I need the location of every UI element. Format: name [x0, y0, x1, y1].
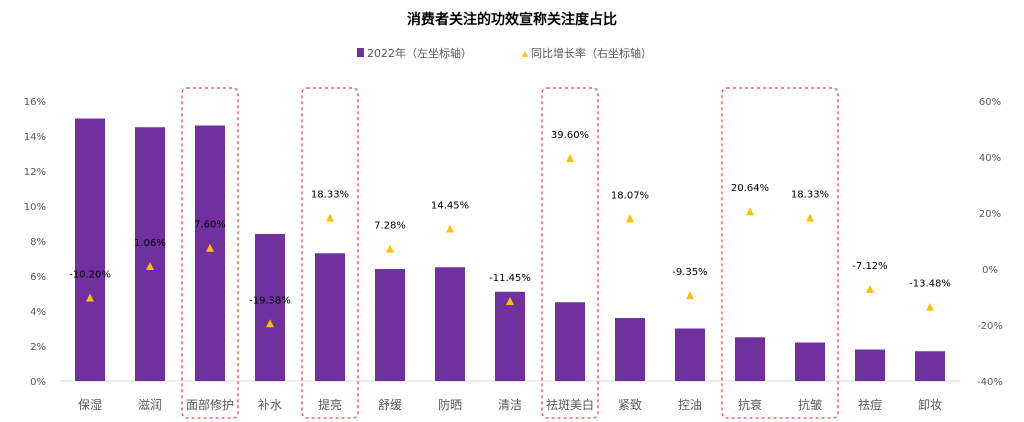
growth-marker-面部修护	[206, 243, 214, 252]
growth-marker-祛斑美白	[566, 154, 574, 163]
left-axis-tick-label: 12%	[24, 167, 46, 178]
x-axis-tick-label: 抗衰	[738, 397, 762, 412]
x-axis-tick-label: 清洁	[498, 398, 522, 412]
growth-data-label: 18.33%	[791, 190, 829, 201]
right-axis-tick-label: -20%	[977, 321, 1003, 332]
bar-滋润	[135, 127, 165, 381]
bar-卸妆	[915, 351, 945, 381]
x-axis-tick-label: 抗皱	[798, 397, 822, 412]
growth-marker-紧致	[626, 214, 634, 223]
growth-data-label: 39.60%	[551, 130, 589, 141]
right-axis-tick-label: 60%	[979, 97, 1001, 108]
bar-清洁	[495, 291, 525, 381]
bar-防晒	[435, 267, 465, 381]
x-axis-tick-label: 舒缓	[378, 398, 402, 412]
growth-data-label: -13.48%	[909, 279, 951, 290]
x-axis-tick-label: 面部修护	[186, 397, 234, 412]
chart-title: 消费者关注的功效宣称关注度占比	[407, 11, 617, 28]
x-axis-tick-label: 卸妆	[918, 397, 942, 412]
growth-data-label: -11.45%	[489, 273, 531, 284]
growth-marker-提亮	[326, 213, 334, 222]
growth-marker-抗衰	[746, 207, 754, 216]
left-axis-tick-label: 10%	[24, 202, 46, 213]
legend-bar-marker	[357, 48, 364, 57]
left-axis-tick-label: 14%	[24, 132, 46, 143]
x-axis-tick-label: 提亮	[318, 397, 342, 412]
highlight-box	[301, 87, 359, 419]
left-axis-tick-label: 8%	[30, 237, 46, 248]
x-axis-tick-label: 祛斑美白	[546, 397, 594, 412]
highlight-box	[721, 87, 839, 419]
growth-data-label: 1.06%	[134, 238, 166, 249]
bar-面部修护	[195, 125, 225, 381]
growth-data-label: 20.64%	[731, 183, 769, 194]
left-axis-tick-label: 4%	[30, 307, 46, 318]
growth-data-label: 18.07%	[611, 190, 649, 201]
right-axis-tick-label: 40%	[979, 153, 1001, 164]
x-axis-tick-label: 控油	[678, 398, 702, 412]
growth-data-label: -19.38%	[249, 295, 291, 306]
bar-舒缓	[375, 269, 405, 381]
bar-补水	[255, 234, 285, 381]
legend-bar-label: 2022年（左坐标轴）	[367, 46, 472, 60]
x-axis-tick-label: 紧致	[618, 398, 642, 412]
growth-data-label: -10.20%	[69, 270, 111, 281]
bar-紧致	[615, 318, 645, 381]
x-axis-tick-label: 补水	[258, 398, 282, 412]
bar-提亮	[315, 253, 345, 381]
growth-data-label: 7.60%	[194, 220, 226, 231]
growth-marker-补水	[266, 319, 274, 328]
growth-marker-舒缓	[386, 244, 394, 253]
right-axis-tick-label: -40%	[977, 377, 1003, 388]
growth-marker-清洁	[506, 297, 514, 306]
highlight-box	[181, 87, 239, 419]
bar-抗皱	[795, 342, 825, 381]
legend-growth-marker	[522, 51, 528, 57]
right-axis-tick-label: 0%	[982, 265, 998, 276]
growth-data-label: -9.35%	[672, 267, 707, 278]
left-axis-tick-label: 16%	[24, 97, 46, 108]
left-axis-tick-label: 6%	[30, 272, 46, 283]
growth-marker-防晒	[446, 224, 454, 233]
growth-marker-控油	[686, 291, 694, 300]
growth-marker-卸妆	[926, 302, 934, 311]
growth-data-label: 14.45%	[431, 201, 469, 212]
highlight-box	[541, 87, 599, 419]
growth-marker-抗皱	[806, 213, 814, 222]
right-axis-tick-label: 20%	[979, 209, 1001, 220]
x-axis-tick-label: 保湿	[78, 397, 102, 412]
x-axis-tick-label: 防晒	[438, 397, 462, 412]
growth-marker-滋润	[146, 262, 154, 271]
left-axis-tick-label: 0%	[30, 377, 46, 388]
bar-祛斑美白	[555, 302, 585, 381]
growth-marker-保湿	[86, 293, 94, 302]
bar-抗衰	[735, 337, 765, 381]
bar-控油	[675, 328, 705, 381]
growth-data-label: 18.33%	[311, 190, 349, 201]
left-axis-tick-label: 2%	[30, 342, 46, 353]
growth-marker-祛痘	[866, 284, 874, 293]
x-axis-tick-label: 滋润	[138, 398, 162, 412]
growth-data-label: -7.12%	[852, 261, 887, 272]
x-axis-tick-label: 祛痘	[858, 397, 882, 412]
legend-growth-label: 同比增长率（右坐标轴）	[531, 46, 652, 60]
bar-保湿	[75, 118, 105, 381]
bar-祛痘	[855, 349, 885, 381]
growth-data-label: 7.28%	[374, 221, 406, 232]
